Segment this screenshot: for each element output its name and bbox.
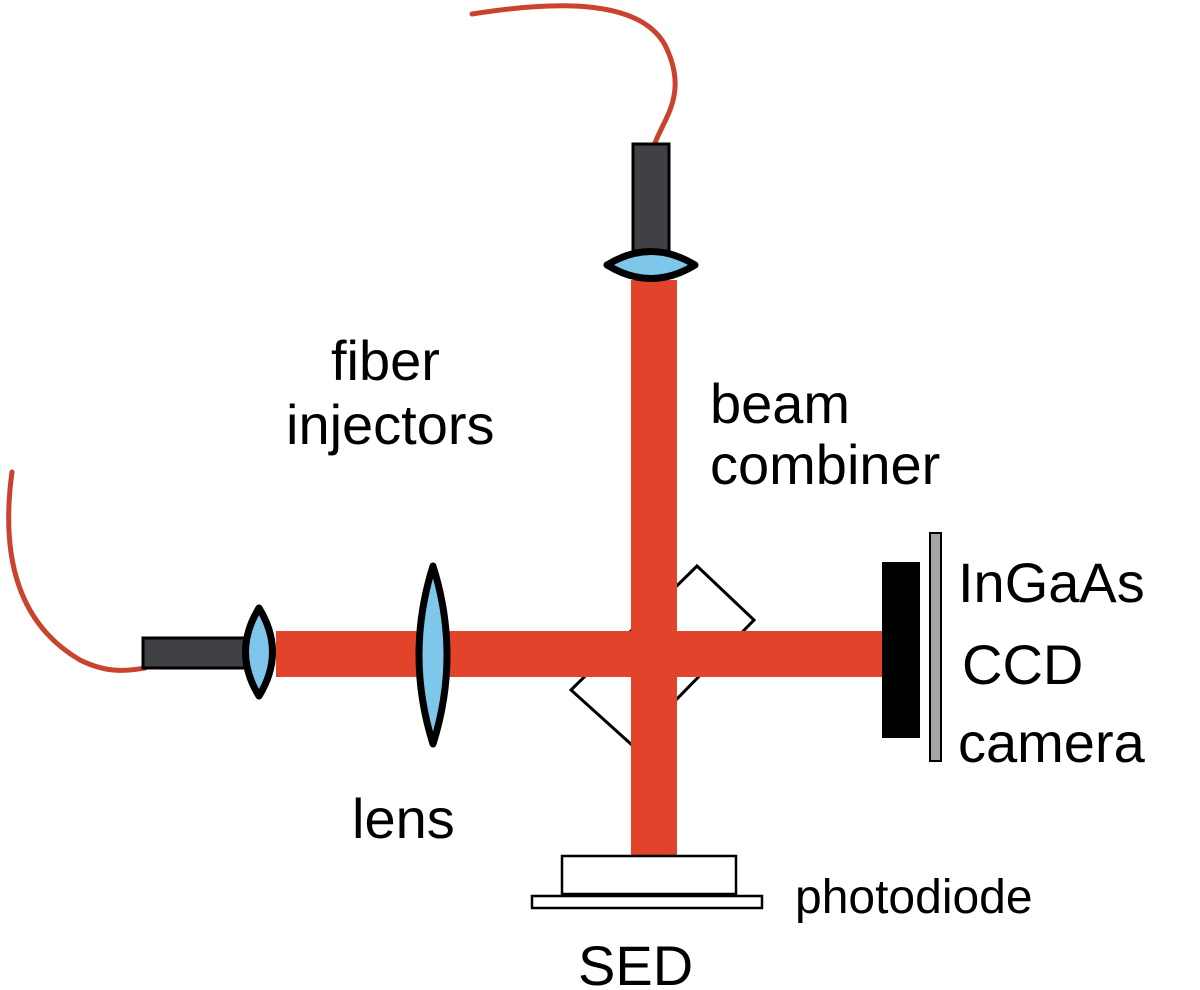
vertical-beam-overlay <box>631 550 677 760</box>
photodiode-icon <box>560 854 738 896</box>
camera-label-line3: camera <box>958 711 1146 774</box>
fiber-injectors-label-line2: injectors <box>286 393 495 456</box>
top-fiber-injector <box>603 142 699 282</box>
beam-combiner-label-line1: beam <box>710 372 850 435</box>
photodiode-base <box>530 894 764 910</box>
camera-label-line2: CCD <box>962 633 1083 696</box>
photodiode-label: photodiode <box>795 871 1033 924</box>
photodiode-sed <box>530 854 764 910</box>
camera-window <box>929 532 942 762</box>
fiber-injector-icon <box>141 636 253 670</box>
fiber-injectors-label-line1: fiber <box>331 329 440 392</box>
top-injector-lens-icon <box>603 248 699 282</box>
left-fiber-cable <box>6 469 148 673</box>
fiber-injector-icon <box>631 142 671 256</box>
top-fiber-cable <box>469 3 678 149</box>
camera-label-line1: InGaAs <box>958 551 1145 614</box>
ccd-camera-icon <box>882 562 920 738</box>
left-fiber-injector <box>141 604 276 700</box>
sed-label: SED <box>578 934 693 990</box>
lens-label: lens <box>352 787 455 850</box>
left-injector-lens-icon <box>242 604 276 700</box>
ingaas-ccd-camera <box>882 532 942 762</box>
beam-combiner-label-line2: combiner <box>710 433 940 496</box>
biconvex-lens-icon <box>415 562 451 748</box>
